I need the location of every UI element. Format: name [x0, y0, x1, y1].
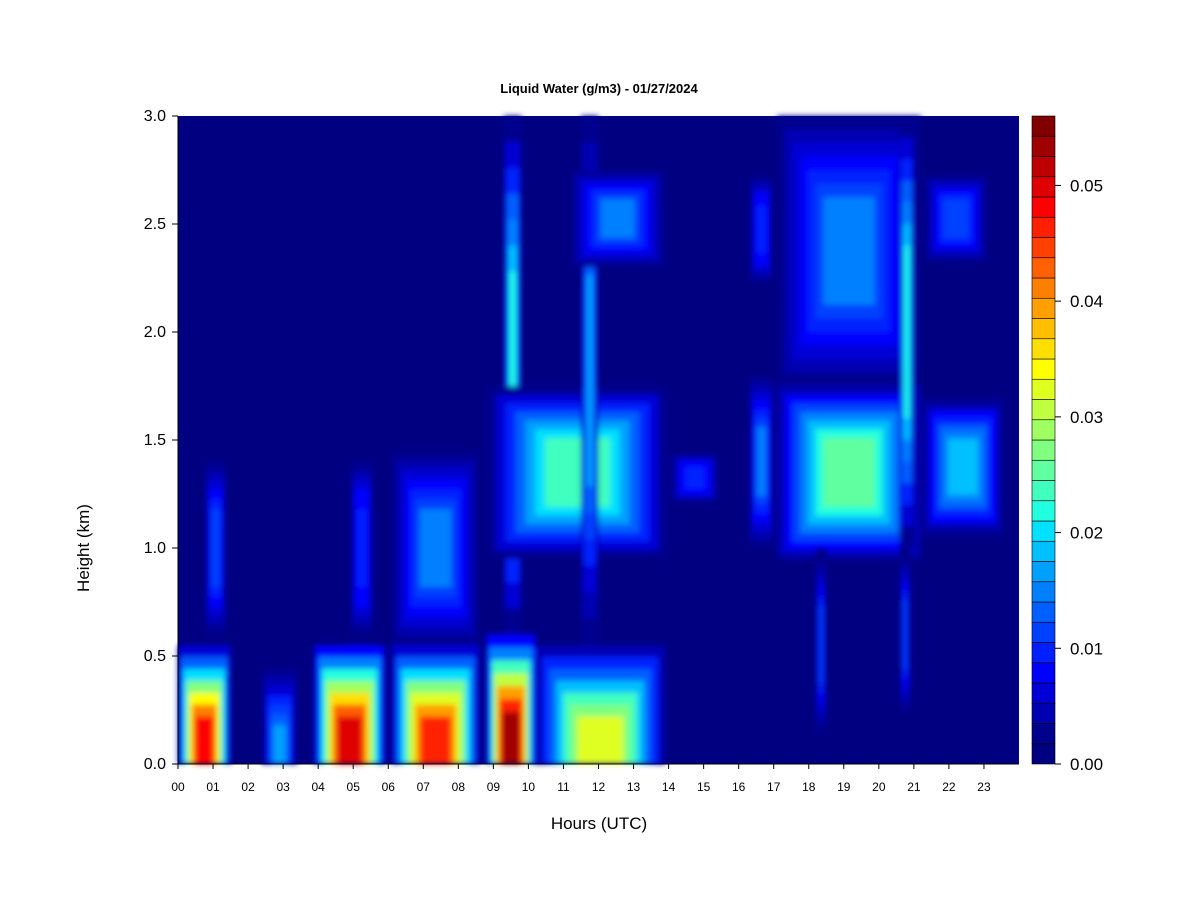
x-tick-label: 02: [241, 780, 255, 794]
colorbar-tick-label: 0.04: [1070, 292, 1103, 311]
colorbar-segment: [1031, 358, 1056, 380]
x-tick-label: 00: [171, 780, 185, 794]
x-tick-label: 17: [767, 780, 781, 794]
heatmap-cell: [391, 645, 480, 764]
y-tick-label: 0.5: [144, 648, 166, 665]
colorbar-segment: [1031, 156, 1056, 178]
colorbar-segment: [1031, 318, 1056, 340]
x-tick-label: 10: [522, 780, 536, 794]
colorbar-tick-label: 0.02: [1070, 524, 1103, 543]
y-tick-label: 2.5: [144, 216, 166, 233]
colorbar-segment: [1031, 561, 1056, 583]
x-tick-label: 03: [276, 780, 290, 794]
colorbar-segment: [1031, 277, 1056, 299]
colorbar-segment: [1031, 237, 1056, 259]
y-tick-label: 0.0: [144, 756, 166, 773]
heatmap-cell: [535, 645, 666, 764]
x-tick-label: 14: [662, 780, 676, 794]
colorbar-segment: [1031, 439, 1056, 461]
colorbar-segment: [1031, 338, 1056, 360]
colorbar-segment: [1031, 459, 1056, 481]
x-tick-label: 18: [802, 780, 816, 794]
y-tick-label: 1.0: [144, 540, 166, 557]
colorbar-tick-label: 0.01: [1070, 639, 1103, 658]
x-tick-label: 07: [417, 780, 431, 794]
x-tick-label: 21: [907, 780, 921, 794]
colorbar-segment: [1031, 520, 1056, 542]
colorbar-segment: [1031, 399, 1056, 421]
heatmap-cell: [749, 375, 774, 548]
heatmap-cell: [486, 634, 536, 764]
colorbar-segment: [1031, 196, 1056, 218]
y-tick-label: 3.0: [144, 108, 166, 125]
x-tick-label: 09: [487, 780, 501, 794]
x-tick-label: 04: [311, 780, 325, 794]
x-tick-label: 06: [382, 780, 396, 794]
colorbar-segment: [1031, 621, 1056, 643]
colorbar-segment: [1031, 297, 1056, 319]
colorbar: 0.00 0.01 0.02 0.03 0.04 0.05: [1031, 115, 1103, 774]
heatmap-cell: [920, 170, 991, 268]
heatmap-layer: [178, 116, 1005, 764]
heatmap-cell: [486, 386, 669, 559]
colorbar-segment: [1031, 581, 1056, 603]
colorbar-segment: [1031, 378, 1056, 400]
x-tick-label: 13: [627, 780, 641, 794]
heatmap-cell: [349, 450, 375, 646]
colorbar-segment: [1031, 662, 1056, 684]
heatmap-cell: [777, 116, 921, 386]
colorbar-tick-label: 0.05: [1070, 176, 1103, 195]
colorbar-segment: [1031, 135, 1056, 157]
colorbar-segment: [1031, 257, 1056, 279]
x-tick-label: 20: [872, 780, 886, 794]
heatmap-cell: [777, 386, 921, 559]
heatmap-cell: [204, 450, 228, 646]
x-tick-label: 19: [837, 780, 851, 794]
colorbar-segment: [1031, 115, 1056, 137]
y-tick-label: 1.5: [144, 432, 166, 449]
x-axis-label: Hours (UTC): [551, 814, 647, 833]
heatmap-cell: [570, 170, 666, 268]
y-axis-label: Height (km): [74, 504, 93, 592]
colorbar-segment: [1031, 500, 1056, 522]
heatmap-cell: [899, 116, 914, 548]
colorbar-tick-label: 0.03: [1070, 408, 1103, 427]
x-tick-label: 23: [977, 780, 991, 794]
x-axis: 00 01 02 03 04 05 06 07 08 09 10 11 12 13 14 15 16 17 18 19…: [171, 763, 1019, 794]
colorbar-segment: [1031, 642, 1056, 664]
x-tick-label: 11: [557, 780, 570, 794]
heatmap-cell: [920, 396, 1005, 538]
plot-area: [178, 116, 1019, 764]
x-tick-label: 16: [732, 780, 746, 794]
colorbar-segment: [1031, 540, 1056, 562]
x-tick-label: 22: [942, 780, 956, 794]
colorbar-segment: [1031, 682, 1056, 704]
heatmap-cell: [314, 645, 385, 764]
x-tick-label: 05: [347, 780, 361, 794]
x-tick-label: 08: [452, 780, 466, 794]
heatmap-cell: [899, 548, 911, 721]
colorbar-segment: [1031, 723, 1056, 745]
x-tick-label: 15: [697, 780, 711, 794]
colorbar-segment: [1031, 743, 1056, 765]
heatmap-cell: [391, 450, 480, 646]
heatmap-cell: [262, 666, 298, 764]
x-tick-label: 12: [592, 780, 606, 794]
colorbar-segment: [1031, 601, 1056, 623]
colorbar-segment: [1031, 176, 1056, 198]
x-tick-label: 01: [206, 780, 220, 794]
heatmap-cell: [178, 645, 231, 764]
colorbar-segment: [1031, 419, 1056, 441]
chart-title: Liquid Water (g/m3) - 01/27/2024: [500, 81, 698, 96]
colorbar-segment: [1031, 216, 1056, 238]
colorbar-segment: [1031, 702, 1056, 724]
y-axis: 0.0 0.5 1.0 1.5 2.0 2.5 3.0: [144, 108, 179, 773]
heatmap-cell: [749, 170, 774, 289]
colorbar-tick-label: 0.00: [1070, 755, 1103, 774]
y-tick-label: 2.0: [144, 324, 166, 341]
heatmap-cell: [815, 548, 827, 743]
heatmap-cell: [668, 450, 722, 505]
colorbar-segment: [1031, 480, 1056, 502]
